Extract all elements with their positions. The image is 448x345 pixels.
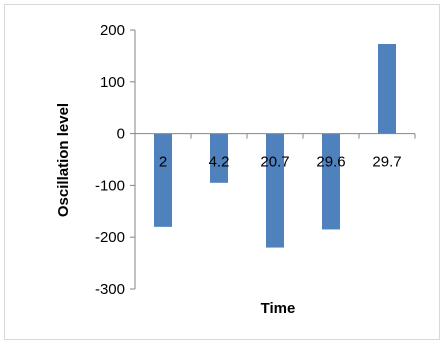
y-tick-label: -300 bbox=[95, 281, 125, 298]
x-axis-title: Time bbox=[261, 300, 296, 317]
x-category-label: 29.6 bbox=[316, 154, 345, 171]
y-tick-label: 0 bbox=[117, 126, 125, 143]
x-category-label: 20.7 bbox=[260, 154, 289, 171]
y-tick-label: -100 bbox=[95, 177, 125, 194]
x-category-label: 29.7 bbox=[372, 154, 401, 171]
bar bbox=[378, 43, 396, 134]
bar bbox=[266, 133, 284, 248]
y-tick-label: -200 bbox=[95, 229, 125, 246]
y-axis-title: Oscillation level bbox=[55, 103, 72, 217]
bar bbox=[210, 133, 228, 183]
y-tick-label: 100 bbox=[100, 74, 125, 91]
x-category-label: 2 bbox=[159, 154, 167, 171]
x-category-label: 4.2 bbox=[209, 154, 230, 171]
y-tick-label: 200 bbox=[100, 22, 125, 39]
bar bbox=[322, 133, 340, 230]
bar bbox=[154, 133, 172, 227]
